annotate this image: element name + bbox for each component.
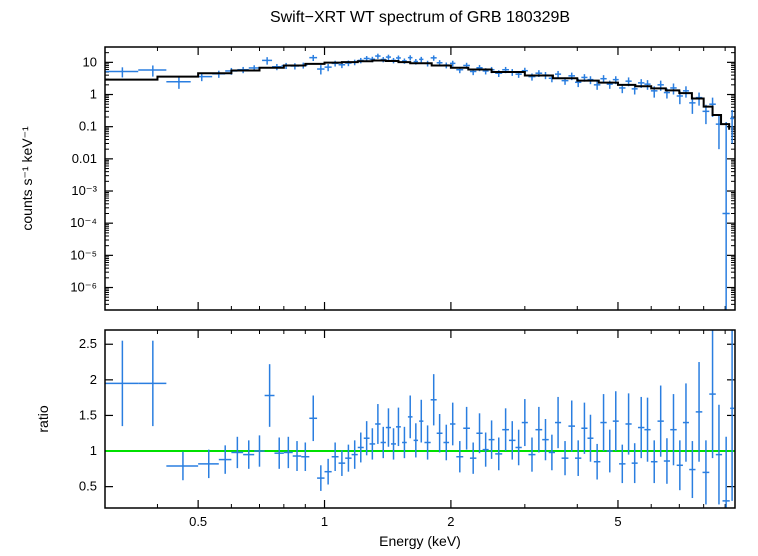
y-tick-label: 10⁻⁴ <box>70 215 97 230</box>
x-axis-label: Energy (keV) <box>379 533 461 549</box>
model-curve <box>105 61 729 130</box>
y-tick-label: 1 <box>90 443 97 458</box>
x-tick-label: 2 <box>447 514 454 529</box>
y-axis-label-bottom: ratio <box>35 405 51 432</box>
y-tick-label: 0.01 <box>72 151 97 166</box>
y-tick-label: 1.5 <box>79 407 97 422</box>
y-tick-label: 0.5 <box>79 479 97 494</box>
y-tick-label: 2 <box>90 372 97 387</box>
chart-title: Swift−XRT WT spectrum of GRB 180329B <box>270 9 570 26</box>
y-tick-label: 0.1 <box>79 119 97 134</box>
x-tick-label: 0.5 <box>189 514 207 529</box>
y-tick-label: 10⁻³ <box>71 183 97 198</box>
y-tick-label: 10⁻⁶ <box>70 280 97 295</box>
y-tick-label: 10⁻⁵ <box>70 247 97 262</box>
y-tick-label: 1 <box>90 87 97 102</box>
y-axis-label-top: counts s⁻¹ keV⁻¹ <box>19 126 35 231</box>
y-tick-label: 2.5 <box>79 336 97 351</box>
x-tick-label: 5 <box>614 514 621 529</box>
x-tick-label: 1 <box>321 514 328 529</box>
spectrum-plot: Swift−XRT WT spectrum of GRB 180329B 10⁻⁶… <box>0 0 758 556</box>
y-tick-label: 10 <box>83 54 97 69</box>
